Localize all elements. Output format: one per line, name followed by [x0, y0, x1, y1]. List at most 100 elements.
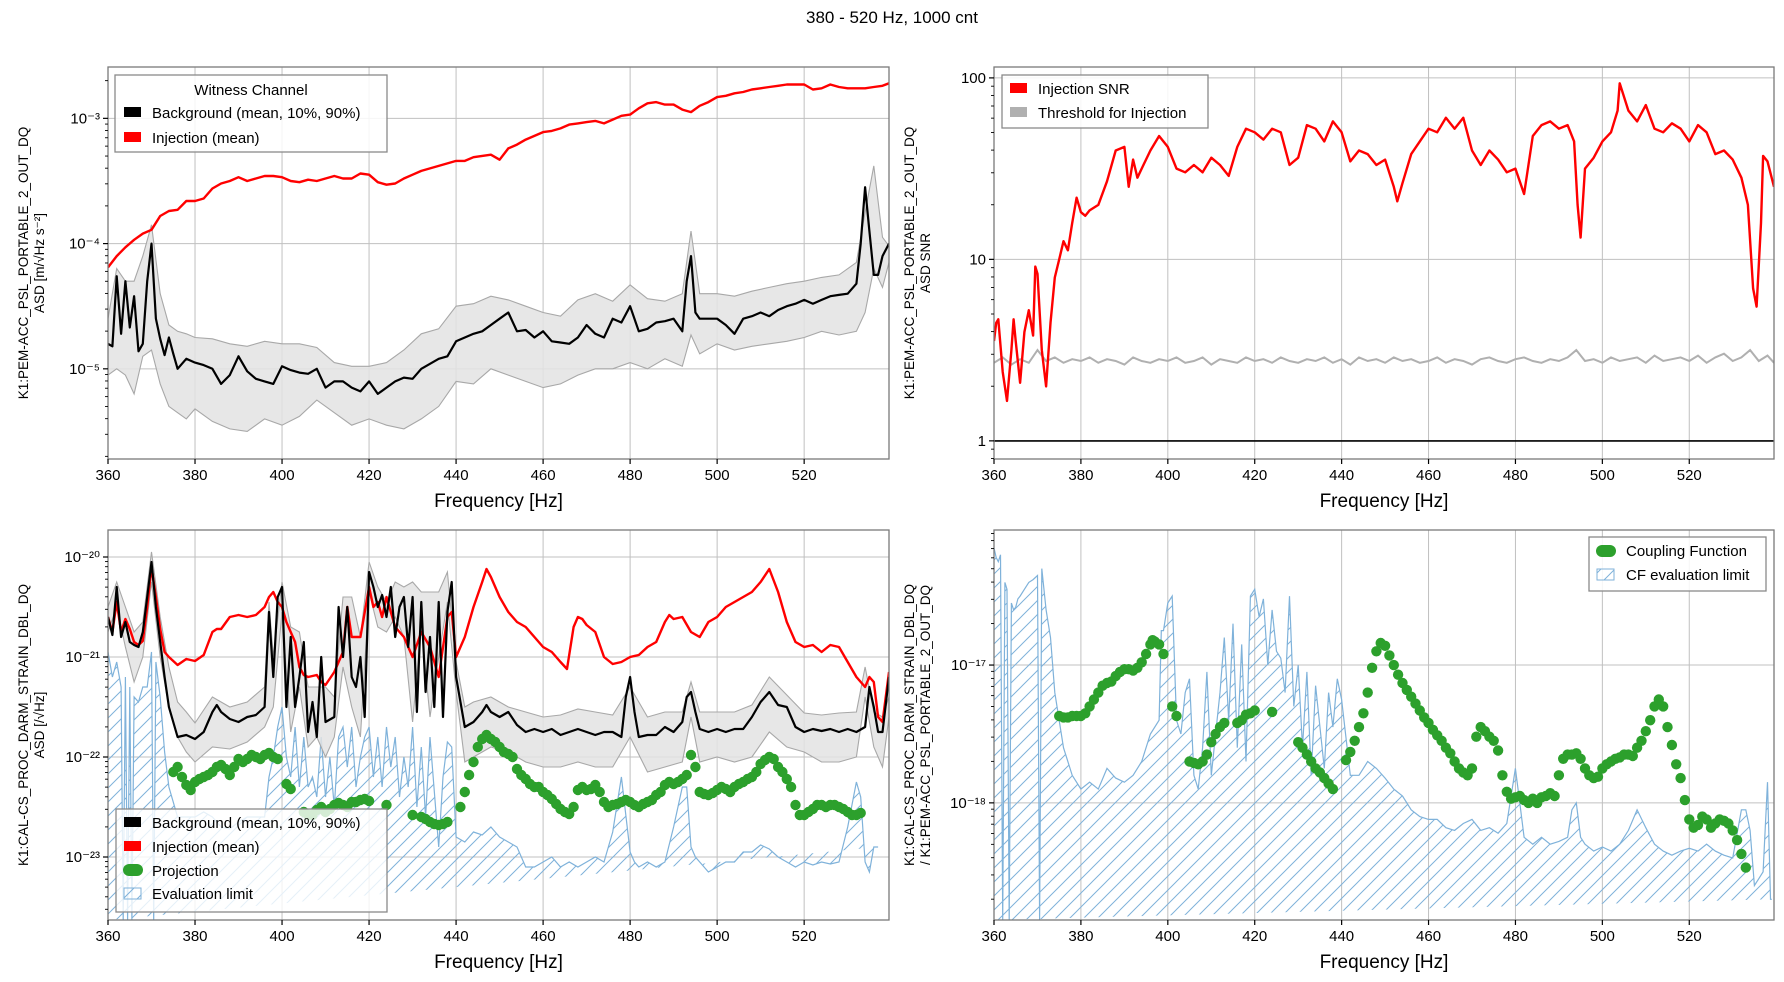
y-tick-label: 10⁻²¹ [65, 649, 100, 666]
coupling-point [1345, 746, 1356, 758]
background-mean-line [108, 186, 889, 395]
y-tick-label: 10⁻¹⁸ [950, 795, 986, 812]
legend-swatch-cf-limit [1596, 568, 1615, 581]
legend-swatch-limit [123, 887, 142, 900]
projection-point [272, 753, 283, 765]
coupling-point [1366, 662, 1378, 673]
y-axis-label-line2: / K1:PEM-ACC_PSL_PORTABLE_2_OUT_DQ [918, 585, 933, 865]
projection-point [363, 795, 375, 807]
coupling-point [1701, 814, 1712, 825]
legend-entry-coupling: Coupling Function [1626, 543, 1747, 560]
y-tick-label: 10 [969, 251, 986, 268]
x-tick-label: 380 [1068, 467, 1093, 484]
x-tick-label: 360 [981, 467, 1006, 484]
coupling-point [1158, 648, 1169, 660]
projection-point [785, 781, 797, 793]
background-band [108, 165, 889, 432]
legend-entry-snr: Injection SNR [1038, 81, 1130, 98]
x-tick-label: 520 [792, 467, 817, 484]
projection-point [568, 801, 579, 813]
coupling-point [1679, 794, 1691, 806]
x-tick-label: 460 [1416, 467, 1441, 484]
y-tick-label: 10⁻³ [70, 110, 100, 127]
coupling-point [1675, 772, 1686, 784]
coupling-point [1201, 749, 1213, 760]
y-axis-label-line1: K1:CAL-CS_PROC_DARM_STRAIN_DBL_DQ [902, 584, 917, 866]
y-axis-label-line1: K1:CAL-CS_PROC_DARM_STRAIN_DBL_DQ [16, 584, 31, 866]
coupling-point [1219, 717, 1230, 729]
x-axis-label: Frequency [Hz] [1320, 952, 1449, 973]
x-tick-label: 480 [1503, 467, 1528, 484]
legend-entry-limit: Evaluation limit [152, 886, 254, 903]
panel-snr: 360 380 400 420 440 460 480 500 520 1 10 100 Freque… [902, 66, 1775, 512]
coupling-point [1645, 715, 1656, 726]
x-tick-label: 400 [270, 467, 295, 484]
plot-area [994, 82, 1774, 442]
cf-limit-area [994, 547, 1772, 920]
y-axis-label-line2: ASD [/√Hz] [32, 692, 47, 759]
y-axis-label-line1: K1:PEM-ACC_PSL_PORTABLE_2_OUT_DQ [16, 127, 31, 400]
projection-point [681, 769, 692, 781]
coupling-point [1671, 759, 1682, 770]
x-tick-label: 420 [1242, 928, 1267, 945]
x-tick-label: 440 [444, 467, 469, 484]
coupling-point [1171, 710, 1182, 722]
legend-title: Witness Channel [194, 82, 307, 99]
projection-point [685, 749, 697, 761]
coupling-point [1636, 735, 1647, 746]
coupling-point [1266, 706, 1278, 718]
y-tick-label: 1 [978, 433, 986, 450]
axis-ticks: 360 380 400 420 440 460 480 500 520 10⁻¹⁸ 10⁻¹⁷ [950, 533, 1702, 945]
projection-point [381, 799, 392, 811]
x-tick-label: 520 [792, 928, 817, 945]
coupling-point [1358, 708, 1369, 719]
legend-entry-background: Background (mean, 10%, 90%) [152, 815, 360, 832]
coupling-point [1466, 763, 1478, 774]
projection-point [468, 756, 479, 768]
legend-entry-threshold: Threshold for Injection [1038, 105, 1186, 122]
projection-point [407, 809, 418, 821]
x-tick-label: 400 [1155, 928, 1180, 945]
legend-entry-injection: Injection (mean) [152, 130, 260, 147]
legend-swatch-threshold [1010, 107, 1027, 117]
coupling-point [1471, 731, 1482, 742]
coupling-point [1575, 753, 1586, 764]
projection-point [855, 807, 866, 819]
panel-witness: 360 380 400 420 440 460 480 500 52010⁻⁵10⁻⁴10⁻³ … [16, 66, 890, 512]
y-axis-label-line1: K1:PEM-ACC_PSL_PORTABLE_2_OUT_DQ [902, 127, 917, 400]
legend-swatch-snr [1010, 83, 1027, 93]
x-axis-label: Frequency [Hz] [434, 491, 563, 512]
coupling-point [1492, 745, 1504, 756]
coupling-point [1740, 862, 1752, 873]
x-tick-label: 360 [95, 467, 120, 484]
projection-point [185, 784, 196, 796]
x-tick-label: 420 [357, 467, 382, 484]
projection-point [455, 801, 466, 813]
y-axis-label-line2: ASD SNR [918, 233, 933, 293]
legend-swatch-injection [124, 132, 141, 142]
x-tick-label: 460 [1416, 928, 1441, 945]
coupling-point [1658, 701, 1669, 712]
projection-point [463, 769, 475, 781]
x-tick-label: 520 [1677, 467, 1702, 484]
legend-entry-projection: Projection [152, 863, 219, 880]
coupling-point [1167, 701, 1178, 712]
y-tick-label: 10⁻²² [65, 749, 100, 766]
axis-ticks: 360 380 400 420 440 460 480 500 520 1 10 100 [961, 70, 1702, 484]
x-tick-label: 400 [1155, 467, 1180, 484]
axis-ticks: 360 380 400 420 440 460 480 500 520 10⁻²³ 10⁻²² 10⁻… [64, 549, 816, 945]
coupling-point [1640, 726, 1652, 737]
y-tick-label: 10⁻²⁰ [64, 549, 100, 566]
projection-point [285, 783, 296, 795]
x-tick-label: 460 [531, 467, 556, 484]
plot-area [108, 82, 889, 432]
x-tick-label: 360 [981, 928, 1006, 945]
coupling-point [1379, 640, 1391, 651]
y-tick-label: 10⁻⁵ [69, 361, 100, 378]
x-tick-label: 500 [705, 928, 730, 945]
projection-point [442, 816, 453, 828]
coupling-point [1340, 754, 1352, 766]
x-tick-label: 500 [1590, 467, 1615, 484]
legend-entry-cf-limit: CF evaluation limit [1626, 567, 1750, 584]
projection-point [790, 799, 801, 811]
